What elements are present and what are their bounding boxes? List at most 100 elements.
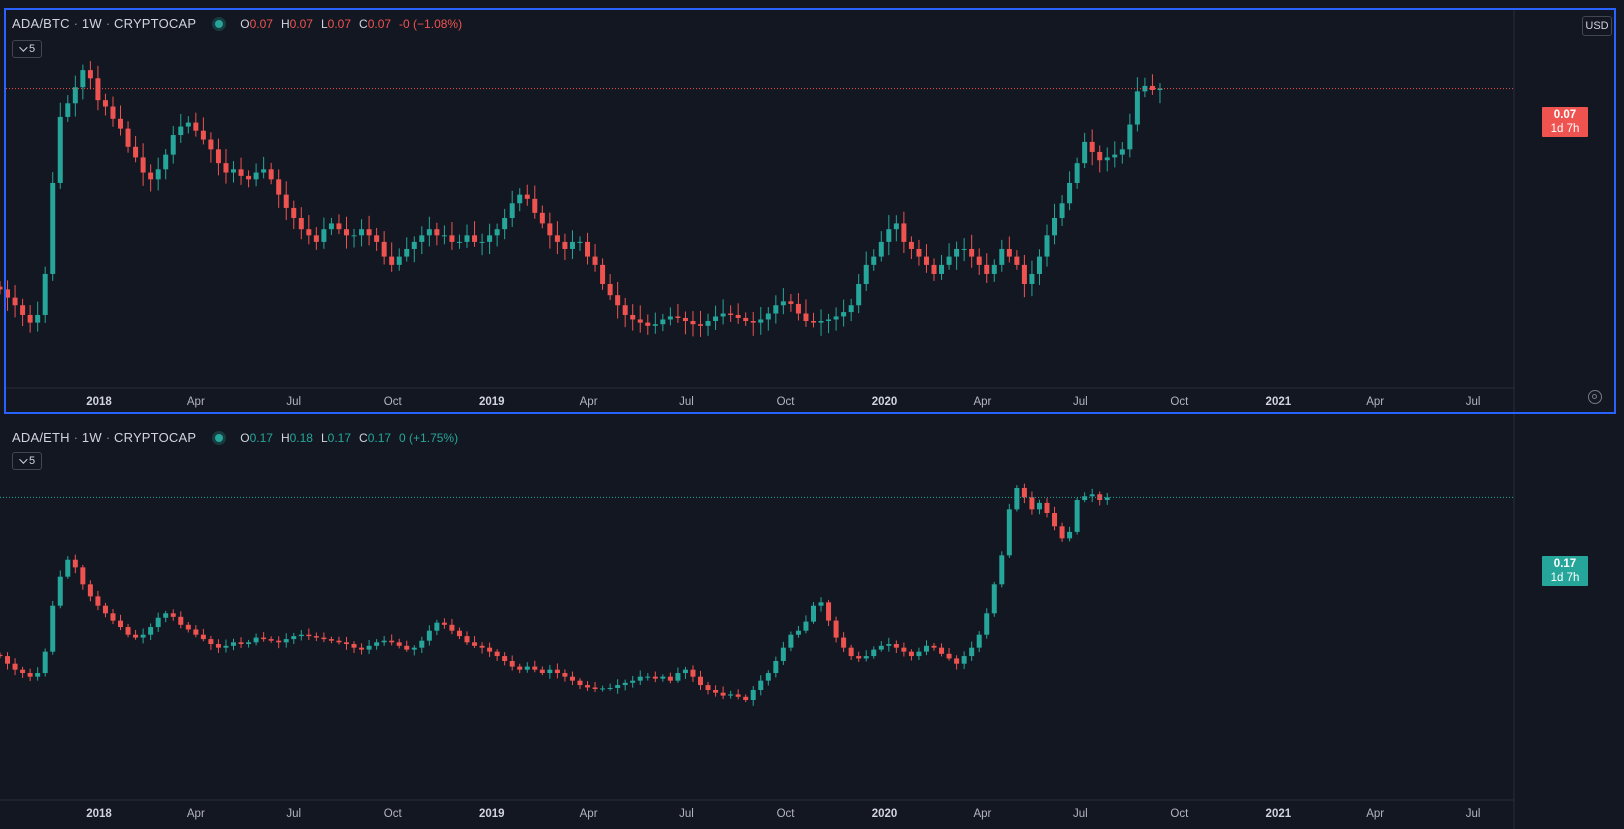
time-axis-tick-label: Apr: [973, 808, 991, 820]
chevron-down-icon: [19, 43, 28, 52]
candle-body: [1089, 141, 1095, 152]
indicators-toggle-button[interactable]: 5: [12, 452, 42, 470]
candle-body: [1052, 512, 1058, 527]
candle-body: [268, 639, 274, 641]
candle-body: [487, 647, 493, 652]
candle-body: [42, 273, 48, 315]
candle-body: [705, 321, 711, 326]
chart-pane-ada-eth[interactable]: 2018 Apr Jul Oct 2019 Apr Jul Oct 2020 Apr Jul Oct 2…: [0, 418, 1624, 829]
candle-body: [803, 621, 809, 631]
candle-body: [1074, 163, 1080, 183]
candle-body: [193, 629, 199, 635]
candle-body: [562, 241, 568, 249]
time-axis-tick-label: Apr: [580, 808, 598, 820]
candle-body: [524, 666, 530, 670]
candle-body: [12, 297, 18, 306]
candle-body: [133, 146, 139, 158]
candle-body: [509, 203, 515, 218]
high-value: 0.18: [289, 430, 313, 445]
time-axis-tick-label: Oct: [1170, 808, 1189, 820]
candle-body: [95, 596, 101, 606]
candle-body: [758, 319, 764, 323]
candle-body: [389, 256, 395, 265]
candle-body: [1119, 149, 1125, 155]
candle-body: [1059, 526, 1065, 539]
candle-body: [411, 241, 417, 249]
candle-body: [1149, 85, 1155, 90]
candle-body: [426, 630, 432, 641]
currency-button[interactable]: USD: [1582, 16, 1612, 36]
indicators-toggle-button[interactable]: 5: [12, 40, 42, 58]
market-status-icon[interactable]: [212, 430, 227, 445]
candle-body: [856, 656, 862, 659]
candle-body: [923, 256, 929, 265]
candle-body: [125, 627, 131, 635]
candle-body: [1127, 124, 1133, 150]
symbol-label[interactable]: ADA/ETH: [12, 430, 70, 445]
candle-body: [569, 241, 575, 249]
candle-body: [110, 613, 116, 621]
candle-body: [72, 87, 78, 104]
candle-body: [178, 616, 184, 625]
candle-body: [780, 647, 786, 661]
candle-body: [1082, 141, 1088, 164]
ada-btc-chart-svg[interactable]: 2018 Apr Jul Oct 2019 Apr Jul Oct 2020 Apr Jul Oct 2…: [0, 0, 1624, 418]
candle-body: [411, 647, 417, 650]
time-axis-tick-label: Apr: [187, 396, 205, 408]
candle-body: [833, 316, 839, 320]
candle-body: [720, 313, 726, 317]
candle-body: [713, 316, 719, 322]
candle-body: [328, 639, 334, 641]
candle-body: [291, 207, 297, 218]
candle-body: [1104, 157, 1110, 161]
candle-body: [615, 295, 621, 306]
candle-body: [728, 694, 734, 696]
time-axis-tick-label: 2021: [1266, 808, 1292, 820]
candle-body: [893, 223, 899, 230]
candle-body: [27, 673, 33, 677]
interval-label[interactable]: 1W: [81, 430, 102, 445]
interval-label[interactable]: 1W: [81, 16, 102, 31]
candle-body: [261, 637, 267, 640]
symbol-label[interactable]: ADA/BTC: [12, 16, 70, 31]
candle-body: [991, 584, 997, 614]
candle-body: [155, 617, 161, 628]
candle-body: [720, 692, 726, 696]
candle-body: [969, 647, 975, 657]
candle-body: [577, 241, 583, 243]
candle-body: [547, 223, 553, 236]
candle-body: [984, 613, 990, 635]
candle-body: [321, 229, 327, 242]
close-value: 0.17: [367, 430, 392, 445]
candle-body: [464, 235, 470, 242]
candle-body: [1074, 500, 1080, 532]
candle-body: [1044, 235, 1050, 257]
candle-body: [976, 634, 982, 648]
time-axis-tick-label: 2019: [479, 396, 505, 408]
market-status-icon[interactable]: [212, 16, 227, 31]
candle-body: [667, 676, 673, 681]
candle-body: [366, 645, 372, 650]
candle-body: [547, 669, 553, 674]
candle-body: [698, 676, 704, 686]
candle-body: [65, 559, 71, 577]
candle-body: [148, 172, 154, 180]
candle-body: [276, 179, 282, 195]
candle-body: [600, 688, 606, 690]
chart-pane-ada-btc[interactable]: 2018 Apr Jul Oct 2019 Apr Jul Oct 2020 Apr Jul Oct 2…: [0, 0, 1624, 418]
candle-body: [841, 312, 847, 317]
candle-body: [35, 673, 41, 677]
candle-body: [1029, 497, 1035, 510]
last-price-label: 0.07 1d 7h: [1542, 107, 1588, 137]
time-axis-tick-label: 2018: [86, 808, 112, 820]
ada-eth-chart-svg[interactable]: 2018 Apr Jul Oct 2019 Apr Jul Oct 2020 Apr Jul Oct 2…: [0, 418, 1624, 829]
candle-body: [765, 673, 771, 681]
candle-body: [487, 235, 493, 242]
candle-body: [961, 248, 967, 250]
time-axis-tick-label: Jul: [286, 808, 301, 820]
candle-body: [826, 602, 832, 621]
candle-body: [72, 559, 78, 568]
settings-gear-icon[interactable]: [1588, 390, 1602, 404]
candle-body: [50, 605, 56, 652]
candle-body: [780, 301, 786, 306]
